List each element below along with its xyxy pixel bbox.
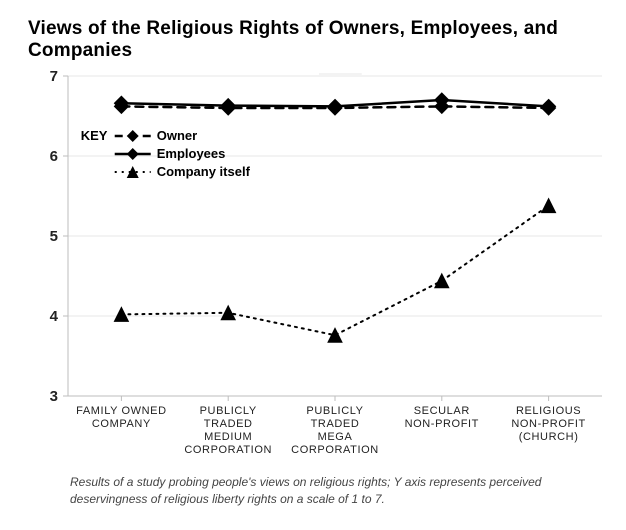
svg-text:TRADED: TRADED <box>204 418 253 430</box>
page: Views of the Religious Rights of Owners,… <box>0 0 626 530</box>
svg-text:SECULAR: SECULAR <box>414 405 470 417</box>
svg-text:NON-PROFIT: NON-PROFIT <box>405 418 479 430</box>
svg-text:CORPORATION: CORPORATION <box>184 444 272 456</box>
svg-text:(CHURCH): (CHURCH) <box>519 431 579 443</box>
svg-text:MEDIUM: MEDIUM <box>204 431 252 443</box>
chart-title: Views of the Religious Rights of Owners,… <box>28 18 602 62</box>
chart: 34567FAMILY OWNEDCOMPANYPUBLICLYTRADEDME… <box>24 68 610 468</box>
svg-text:6: 6 <box>50 148 58 165</box>
svg-text:CORPORATION: CORPORATION <box>291 444 379 456</box>
svg-text:NON-PROFIT: NON-PROFIT <box>511 418 585 430</box>
svg-text:PUBLICLY: PUBLICLY <box>200 405 257 417</box>
chart-svg: 34567FAMILY OWNEDCOMPANYPUBLICLYTRADEDME… <box>24 68 610 468</box>
svg-text:KEY: KEY <box>81 128 108 143</box>
svg-text:Company itself: Company itself <box>157 164 251 179</box>
svg-text:Owner: Owner <box>157 128 197 143</box>
chart-caption: Results of a study probing people's view… <box>70 474 590 508</box>
svg-text:Employees: Employees <box>157 146 226 161</box>
svg-text:FAMILY OWNED: FAMILY OWNED <box>76 405 167 417</box>
svg-text:TRADED: TRADED <box>311 418 360 430</box>
svg-text:COMPANY: COMPANY <box>92 418 151 430</box>
svg-text:7: 7 <box>50 68 58 85</box>
svg-text:3: 3 <box>50 388 58 405</box>
svg-text:MEGA: MEGA <box>318 431 353 443</box>
svg-text:PUBLICLY: PUBLICLY <box>306 405 363 417</box>
svg-text:4: 4 <box>50 308 59 325</box>
svg-text:RELIGIOUS: RELIGIOUS <box>516 405 581 417</box>
svg-text:5: 5 <box>50 228 58 245</box>
